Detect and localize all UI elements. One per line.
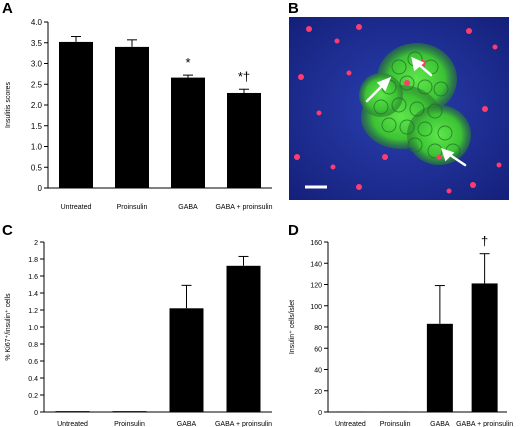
y-axis-label: Insulin⁺ cells/islet [289,300,296,354]
bar [59,41,93,188]
y-tick-label: 100 [310,304,322,311]
bar [227,92,261,188]
chart-insulin-cells-per-islet: 0 20 40 60 80 100 120 140 160 Insulin⁺ cells/isle… [289,234,513,427]
x-tick-label: GABA [178,204,198,211]
x-tick-label: Proinsulin [380,421,411,427]
y-tick-label: 2.5 [31,80,43,89]
chart-ki67-insulin-cells: 0 0.2 0.4 0.6 0.8 1.0 1.2 1.4 1.6 1.8 2 % Ki67⁺/ins… [5,240,272,427]
y-tick-label: 1.6 [28,274,38,281]
panel-label-c: C [2,222,13,239]
y-tick-label: 4.0 [31,18,43,27]
nuclei [294,24,502,194]
bar [471,283,498,412]
y-tick-label: 0.5 [31,163,43,172]
bar [115,46,149,189]
x-tick-label: Untreated [61,204,92,211]
y-tick-label: 0 [318,410,322,417]
y-tick-label: 140 [310,261,322,268]
y-tick-label: 2.0 [31,101,43,110]
bar [337,411,364,413]
bar [171,77,205,188]
islet-micrograph [289,17,509,200]
bar [382,411,409,413]
x-tick-label: Untreated [57,421,88,427]
micrograph-image [289,17,509,200]
y-tick-label: 160 [310,240,322,247]
y-tick-label: 1.8 [28,257,38,264]
y-tick-label: 3.5 [31,39,43,48]
chart-insulitis-scores: 0 0.5 1.0 1.5 2.0 2.5 3.0 3.5 4.0 Insulitis score… [5,18,273,211]
y-tick-label: 0.6 [28,359,38,366]
significance-marker: *† [238,69,250,84]
bar [426,323,453,412]
panel-label-d: D [288,222,299,239]
y-tick-label: 20 [314,389,322,396]
y-tick-label: 0.8 [28,342,38,349]
y-tick-label: 1.5 [31,122,43,131]
y-tick-label: 1.0 [31,143,43,152]
bar [112,411,147,412]
y-axis-label: Insulitis scores [5,82,12,128]
y-tick-label: 2 [34,240,38,247]
y-tick-label: 80 [314,325,322,332]
x-tick-label: Proinsulin [117,204,148,211]
x-tick-label: GABA [430,421,450,427]
y-tick-label: 3.0 [31,60,43,69]
x-tick-label: GABA + proinsulin [215,421,272,427]
y-tick-label: 60 [314,346,322,353]
panel-label-a: A [2,0,13,17]
x-tick-label: GABA + proinsulin [456,421,513,427]
bar [169,308,204,412]
significance-marker: † [481,234,488,249]
y-tick-label: 1.2 [28,308,38,315]
x-tick-label: Untreated [335,421,366,427]
y-tick-label: 0.2 [28,393,38,400]
y-tick-label: 1.4 [28,291,38,298]
bar [226,265,261,412]
y-tick-label: 1.0 [28,325,38,332]
x-tick-label: GABA [177,421,197,427]
x-tick-label: GABA + proinsulin [215,204,272,211]
y-tick-label: 0 [38,184,43,193]
bar [55,411,90,412]
y-tick-label: 120 [310,283,322,290]
arrow-markers [365,56,467,167]
y-axis-label: % Ki67⁺/insulin⁺ cells [5,293,12,361]
y-tick-label: 0.4 [28,376,38,383]
x-tick-label: Proinsulin [114,421,145,427]
significance-marker: * [185,55,190,70]
panel-label-b: B [288,0,299,17]
y-tick-label: 40 [314,368,322,375]
y-tick-label: 0 [34,410,38,417]
